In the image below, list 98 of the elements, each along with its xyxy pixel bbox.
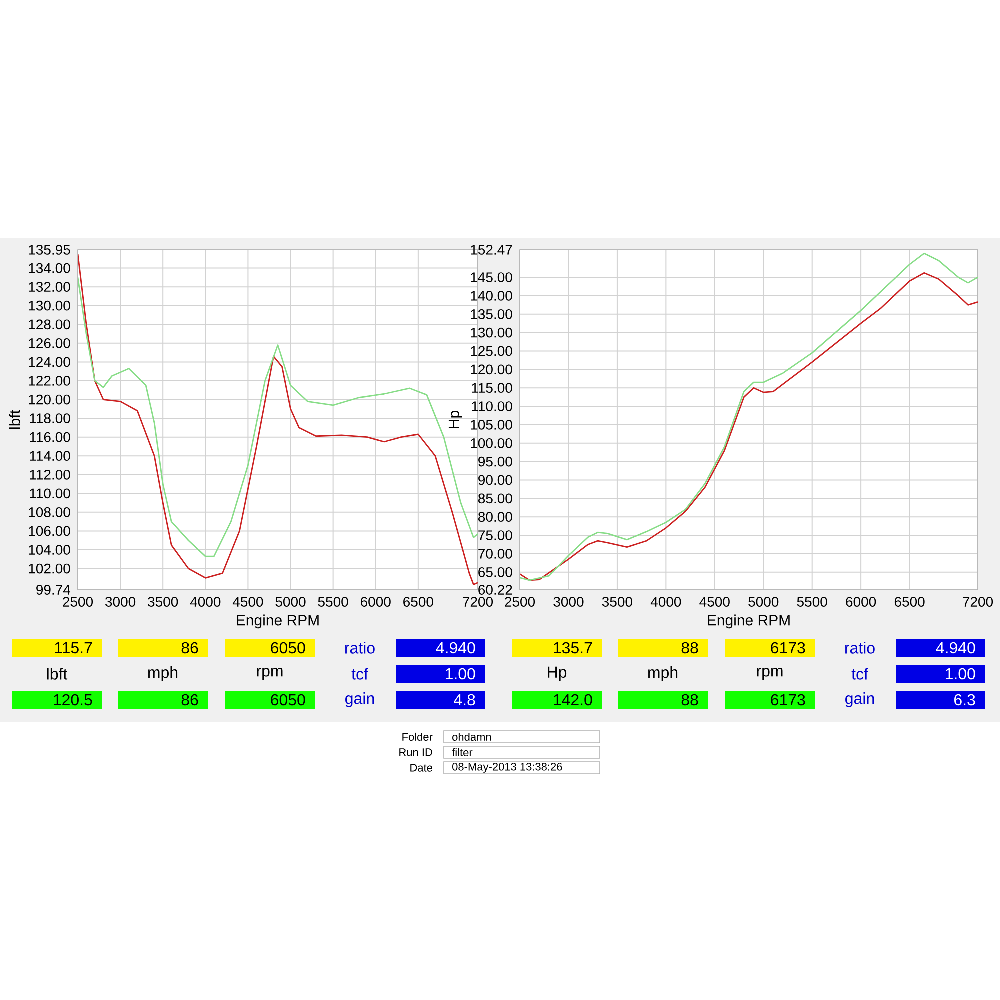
text: 142.0 <box>554 694 592 706</box>
text: rpm <box>757 668 783 680</box>
text: Hp <box>548 666 567 682</box>
x-tick-label: 3500 <box>148 597 178 607</box>
text: ratio <box>346 642 375 654</box>
y-tick-label: 106.00 <box>29 526 70 536</box>
y-tick-label: 105.00 <box>471 420 512 430</box>
text: gain <box>846 692 874 708</box>
y-tick-label: 116.00 <box>30 432 70 442</box>
text: 6173 <box>771 642 806 654</box>
text: 6173 <box>771 694 806 706</box>
text: 6050 <box>271 642 306 654</box>
y-tick-label: 90.00 <box>478 475 512 486</box>
text: 6050 <box>271 694 306 706</box>
y-tick-label: 140.00 <box>471 291 512 301</box>
y-axis-title: Hp <box>448 411 462 428</box>
text: 88 <box>682 642 698 654</box>
text: 120.5 <box>54 694 92 706</box>
y-tick-label: 100.00 <box>471 438 512 448</box>
x-tick-label: 2500 <box>63 597 94 607</box>
x-tick-label: 5500 <box>797 597 828 607</box>
y-tick-label: 115.00 <box>472 383 512 394</box>
text: 86 <box>182 642 198 654</box>
y-tick-label: 132.00 <box>29 282 70 292</box>
x-tick-label: 4000 <box>650 597 682 607</box>
x-tick-label: 2500 <box>505 597 536 607</box>
x-tick-label: 5000 <box>748 597 779 607</box>
text: Run ID <box>400 748 432 756</box>
x-tick-label: 3000 <box>106 597 136 607</box>
x-tick-label: 5500 <box>318 597 348 607</box>
y-tick-label: 85.00 <box>478 494 512 504</box>
y-tick-label: 110.00 <box>472 402 512 412</box>
y-tick-label: 60.22 <box>478 585 512 595</box>
y-axis-title: lbft <box>9 410 20 429</box>
text: 115.7 <box>55 642 92 654</box>
y-tick-label: 110.00 <box>30 488 70 499</box>
y-tick-label: 70.00 <box>478 549 512 559</box>
x-tick-label: 6500 <box>404 597 434 607</box>
text: 6.3 <box>954 694 976 706</box>
y-tick-label: 125.00 <box>471 346 512 356</box>
text: mph <box>148 666 178 682</box>
text: tcf <box>352 668 368 680</box>
y-tick-label: 128.00 <box>29 320 70 330</box>
x-tick-label: 6500 <box>894 597 925 607</box>
x-tick-label: 3000 <box>554 597 584 607</box>
y-tick-label: 134.00 <box>29 263 70 274</box>
y-tick-label: 120.00 <box>471 364 512 375</box>
x-axis-title: Engine RPM <box>708 614 790 629</box>
y-tick-label: 130.00 <box>471 328 512 338</box>
text: 86 <box>182 694 198 706</box>
text: 1.00 <box>446 668 476 680</box>
text: ohdamn <box>452 732 492 742</box>
y-tick-label: 118.00 <box>30 414 70 424</box>
y-tick-label: 75.00 <box>478 530 512 540</box>
y-tick-label: 130.00 <box>29 300 70 311</box>
text: lbft <box>47 668 68 680</box>
text: tcf <box>852 668 868 680</box>
y-tick-label: 112.00 <box>30 470 70 480</box>
y-tick-label: 65.00 <box>478 567 512 578</box>
y-tick-label: 80.00 <box>478 512 512 522</box>
y-tick-label: 124.00 <box>29 357 70 368</box>
x-tick-label: 4500 <box>232 597 264 607</box>
y-tick-label: 99.74 <box>36 585 71 595</box>
text: ratio <box>846 642 875 654</box>
text: Folder <box>402 732 433 742</box>
x-tick-label: 4000 <box>190 597 221 607</box>
x-tick-label: 6000 <box>846 597 876 607</box>
y-tick-label: 135.95 <box>29 245 70 255</box>
x-tick-label: 7200 <box>463 597 494 607</box>
y-tick-label: 102.00 <box>29 564 70 574</box>
y-tick-label: 114.00 <box>30 451 70 462</box>
text: 135.7 <box>554 642 592 654</box>
text: 4.940 <box>436 642 476 654</box>
y-tick-label: 135.00 <box>471 309 512 320</box>
text: 4.8 <box>454 694 476 706</box>
text: mph <box>648 666 678 682</box>
x-axis-title: Engine RPM <box>237 614 319 629</box>
y-tick-label: 108.00 <box>29 508 70 518</box>
text: 88 <box>682 694 698 706</box>
y-tick-label: 122.00 <box>29 376 70 386</box>
y-tick-label: 152.47 <box>471 245 512 255</box>
y-tick-label: 95.00 <box>478 456 512 467</box>
y-tick-label: 145.00 <box>471 272 512 282</box>
x-tick-label: 3500 <box>602 597 632 607</box>
text: 08-May-2013 13:38:26 <box>452 763 562 773</box>
text: rpm <box>257 668 283 680</box>
text: 1.00 <box>946 668 976 680</box>
text: 4.940 <box>936 642 976 654</box>
y-tick-label: 126.00 <box>29 338 70 348</box>
text: gain <box>346 692 374 708</box>
text: filter <box>452 748 473 757</box>
y-tick-label: 120.00 <box>29 394 70 405</box>
x-tick-label: 6000 <box>361 597 391 607</box>
x-tick-label: 4500 <box>700 597 730 607</box>
text: Date <box>410 764 432 772</box>
x-tick-label: 5000 <box>276 597 306 607</box>
y-tick-label: 104.00 <box>29 545 70 555</box>
x-tick-label: 7200 <box>963 597 994 607</box>
